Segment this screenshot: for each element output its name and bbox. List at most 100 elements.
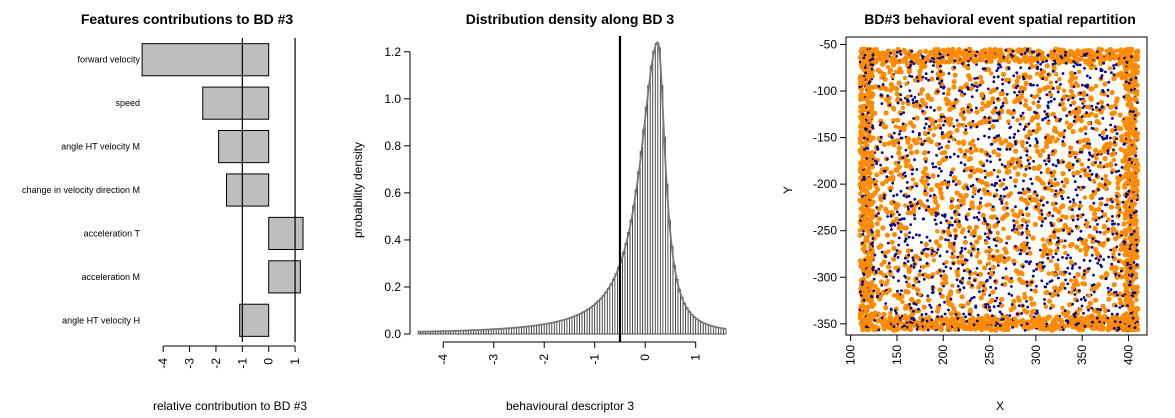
scatter-point-orange	[1114, 48, 1119, 53]
scatter-point-blue	[1092, 273, 1095, 277]
scatter-point-orange	[1102, 156, 1108, 162]
scatter-point-blue	[1020, 223, 1024, 227]
scatter-point-blue	[1014, 86, 1018, 89]
scatter-point-blue	[1100, 105, 1104, 108]
scatter-point-blue	[1092, 201, 1096, 205]
scatter-point-orange	[951, 79, 957, 85]
scatter-point-blue	[1044, 162, 1048, 166]
panel2-ylabel: probability density	[351, 142, 365, 238]
scatter-point-orange	[1005, 235, 1011, 241]
scatter-point-orange	[961, 196, 966, 201]
scatter-point-orange	[869, 254, 875, 259]
scatter-point-orange	[1046, 120, 1051, 126]
scatter-point-blue	[1001, 82, 1005, 86]
scatter-point-orange	[980, 212, 986, 218]
scatter-point-orange	[934, 50, 939, 56]
scatter-point-orange	[1117, 297, 1123, 302]
scatter-point-orange	[1068, 145, 1074, 151]
scatter-point-orange	[1091, 216, 1096, 222]
scatter-point-orange	[1015, 171, 1021, 177]
scatter-point-orange	[965, 65, 971, 71]
scatter-point-blue	[1115, 170, 1118, 174]
scatter-point-blue	[1001, 78, 1004, 81]
scatter-point-orange	[990, 289, 996, 295]
scatter-point-blue	[1107, 309, 1111, 312]
scatter-point-orange	[1126, 220, 1131, 225]
scatter-point-blue	[945, 155, 949, 159]
scatter-point-orange	[974, 239, 980, 245]
scatter-point-blue	[1071, 302, 1074, 306]
scatter-point-blue	[917, 133, 921, 137]
scatter-point-blue	[947, 308, 950, 312]
scatter-point-orange	[979, 93, 984, 99]
scatter-point-orange	[1092, 207, 1098, 212]
scatter-point-blue	[1116, 312, 1119, 316]
scatter-point-blue	[1006, 206, 1009, 210]
scatter-point-orange	[951, 167, 956, 172]
scatter-point-orange	[924, 178, 929, 184]
scatter-point-orange	[1026, 219, 1031, 224]
scatter-point-blue	[1097, 258, 1101, 262]
scatter-point-blue	[936, 315, 939, 319]
scatter-point-blue	[1130, 273, 1134, 276]
scatter-point-blue	[1042, 203, 1045, 207]
scatter-point-blue	[988, 275, 992, 279]
scatter-point-blue	[1039, 199, 1043, 203]
scatter-point-orange	[1075, 271, 1081, 278]
scatter-point-orange	[1088, 204, 1094, 210]
scatter-point-blue	[1075, 299, 1079, 303]
scatter-point-blue	[898, 132, 901, 136]
scatter-point-orange	[1071, 203, 1076, 208]
scatter-point-blue	[1088, 153, 1092, 157]
scatter-point-orange	[984, 249, 989, 254]
scatter-point-blue	[1110, 312, 1114, 316]
scatter-point-orange	[1005, 315, 1010, 321]
scatter-point-blue	[913, 217, 917, 221]
scatter-point-blue	[1057, 161, 1060, 165]
scatter-point-blue	[970, 296, 974, 300]
scatter-point-blue	[988, 293, 992, 297]
scatter-point-blue	[929, 106, 933, 109]
scatter-point-orange	[938, 324, 944, 329]
scatter-point-blue	[1114, 128, 1117, 132]
scatter-point-orange	[905, 137, 910, 142]
scatter-point-orange	[961, 142, 966, 147]
scatter-point-blue	[920, 313, 924, 317]
scatter-point-blue	[1035, 309, 1039, 313]
scatter-point-blue	[1096, 261, 1100, 265]
scatter-point-blue	[1034, 205, 1038, 209]
scatter-point-orange	[939, 151, 944, 156]
scatter-point-blue	[968, 299, 972, 302]
scatter-point-orange	[990, 96, 996, 102]
scatter-point-orange	[910, 177, 916, 182]
scatter-point-orange	[936, 106, 942, 112]
scatter-point-orange	[938, 190, 944, 196]
scatter-point-blue	[950, 171, 954, 175]
scatter-point-blue	[924, 77, 928, 80]
scatter-point-orange	[1089, 55, 1095, 60]
scatter-point-blue	[943, 215, 947, 219]
scatter-point-blue	[945, 219, 948, 223]
scatter-point-blue	[899, 53, 903, 56]
scatter-point-orange	[866, 103, 871, 108]
scatter-point-orange	[857, 228, 863, 233]
scatter-point-orange	[861, 47, 866, 52]
x-tick-label-4: 0	[638, 354, 652, 361]
scatter-point-blue	[947, 180, 951, 184]
scatter-point-orange	[986, 261, 992, 266]
scatter-point-blue	[1061, 140, 1065, 143]
scatter-point-orange	[1020, 317, 1025, 323]
scatter-point-orange	[988, 247, 993, 253]
scatter-point-orange	[1104, 272, 1110, 278]
scatter-point-orange	[903, 225, 909, 231]
scatter-point-orange	[1045, 185, 1051, 191]
scatter-point-blue	[1060, 180, 1064, 184]
scatter-point-orange	[925, 137, 931, 143]
scatter-point-orange	[883, 305, 889, 311]
scatter-point-blue	[1099, 263, 1102, 267]
scatter-point-blue	[939, 126, 943, 130]
scatter-point-blue	[954, 313, 958, 316]
scatter-point-orange	[987, 191, 992, 196]
scatter-point-blue	[1049, 307, 1052, 310]
scatter-point-orange	[1123, 289, 1128, 294]
